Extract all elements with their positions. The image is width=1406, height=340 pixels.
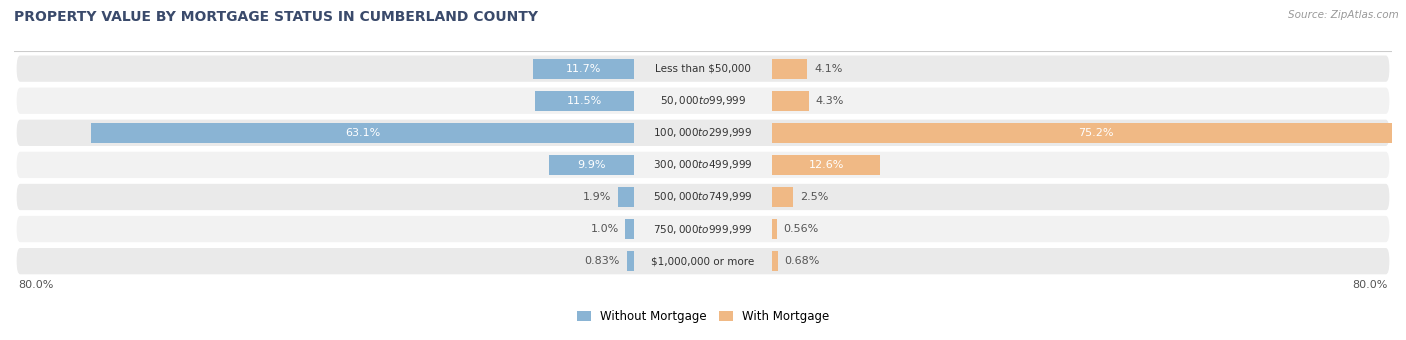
Text: 0.56%: 0.56% — [783, 224, 818, 234]
Text: $50,000 to $99,999: $50,000 to $99,999 — [659, 94, 747, 107]
Legend: Without Mortgage, With Mortgage: Without Mortgage, With Mortgage — [576, 310, 830, 323]
Bar — [617, 187, 634, 207]
Text: Source: ZipAtlas.com: Source: ZipAtlas.com — [1288, 10, 1399, 20]
FancyBboxPatch shape — [17, 184, 1389, 210]
Text: $1,000,000 or more: $1,000,000 or more — [651, 256, 755, 266]
Bar — [772, 123, 1406, 143]
Text: 12.6%: 12.6% — [808, 160, 844, 170]
Text: 2.5%: 2.5% — [800, 192, 828, 202]
FancyBboxPatch shape — [17, 216, 1389, 242]
Bar — [533, 59, 634, 79]
Text: $100,000 to $299,999: $100,000 to $299,999 — [654, 126, 752, 139]
FancyBboxPatch shape — [17, 120, 1389, 146]
Text: PROPERTY VALUE BY MORTGAGE STATUS IN CUMBERLAND COUNTY: PROPERTY VALUE BY MORTGAGE STATUS IN CUM… — [14, 10, 538, 24]
Text: 80.0%: 80.0% — [18, 280, 53, 290]
Bar — [536, 91, 634, 111]
Text: 11.5%: 11.5% — [567, 96, 602, 106]
Text: 63.1%: 63.1% — [344, 128, 380, 138]
Text: 80.0%: 80.0% — [1353, 280, 1388, 290]
Text: $300,000 to $499,999: $300,000 to $499,999 — [654, 158, 752, 171]
FancyBboxPatch shape — [17, 88, 1389, 114]
Text: 11.7%: 11.7% — [567, 64, 602, 74]
Text: 0.68%: 0.68% — [785, 256, 820, 266]
Bar — [772, 251, 778, 271]
Bar — [91, 123, 634, 143]
FancyBboxPatch shape — [17, 55, 1389, 82]
Bar — [548, 155, 634, 175]
Text: $750,000 to $999,999: $750,000 to $999,999 — [654, 223, 752, 236]
Text: 75.2%: 75.2% — [1078, 128, 1114, 138]
Bar — [627, 251, 634, 271]
Bar — [772, 59, 807, 79]
Text: $500,000 to $749,999: $500,000 to $749,999 — [654, 190, 752, 203]
Text: 9.9%: 9.9% — [578, 160, 606, 170]
Text: 1.9%: 1.9% — [582, 192, 610, 202]
Text: Less than $50,000: Less than $50,000 — [655, 64, 751, 74]
Bar — [772, 219, 776, 239]
FancyBboxPatch shape — [17, 152, 1389, 178]
Text: 4.3%: 4.3% — [815, 96, 844, 106]
FancyBboxPatch shape — [17, 248, 1389, 274]
Bar — [772, 155, 880, 175]
Text: 0.83%: 0.83% — [585, 256, 620, 266]
Bar — [772, 91, 808, 111]
Text: 1.0%: 1.0% — [591, 224, 619, 234]
Text: 4.1%: 4.1% — [814, 64, 842, 74]
Bar — [626, 219, 634, 239]
Bar — [772, 187, 793, 207]
